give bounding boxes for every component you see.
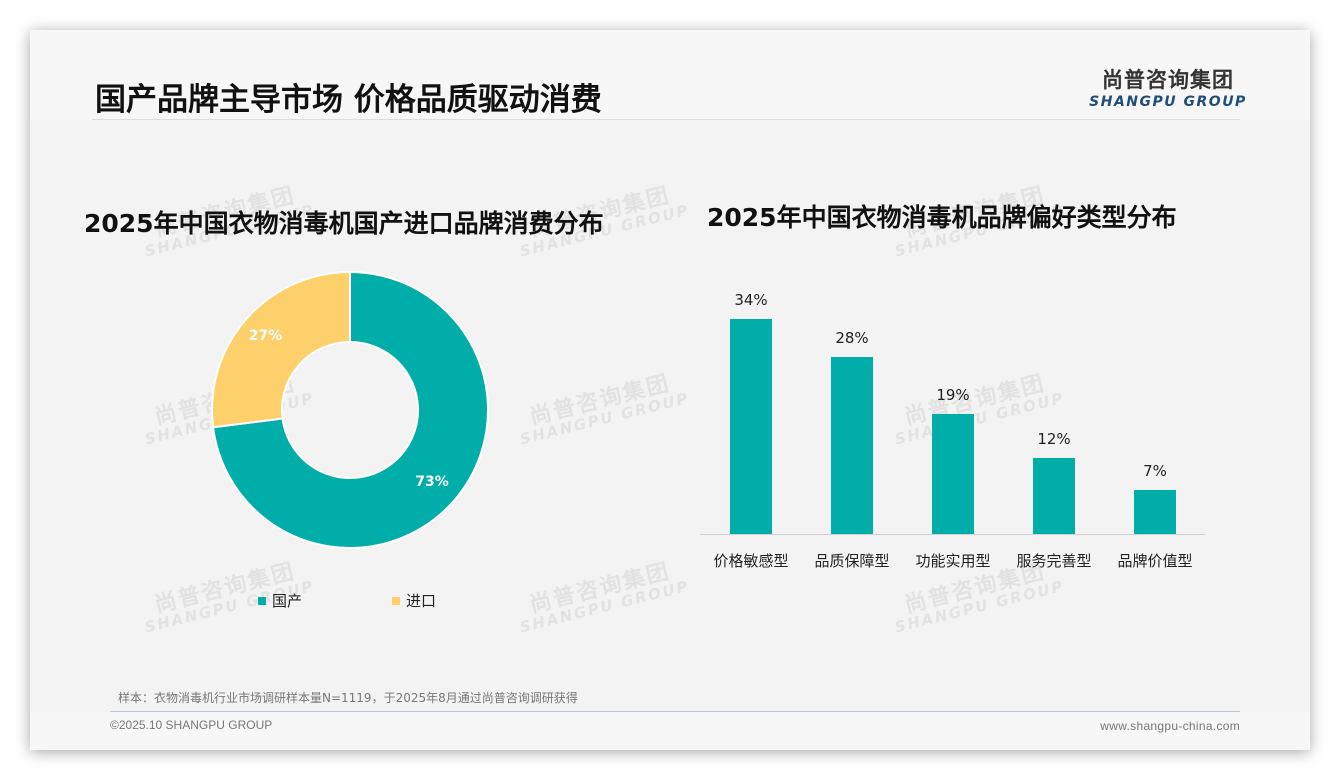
header-divider [92,119,1240,120]
bar-chart-title: 2025年中国衣物消毒机品牌偏好类型分布 [707,203,1177,232]
legend-swatch-yellow [392,596,400,605]
header-band [30,30,1310,120]
legend-label: 国产 [272,592,303,610]
page-title: 国产品牌主导市场 价格品质驱动消费 [95,82,602,118]
donut-chart [211,270,489,549]
bar [831,356,873,534]
bar-category-label: 功能实用型 [915,552,991,570]
slide: 国产品牌主导市场 价格品质驱动消费 尚普咨询集团 SHANGPU GROUP 尚… [30,30,1310,750]
sample-note: 样本：衣物消毒机行业市场调研样本量N=1119，于2025年8月通过尚普咨询调研… [118,691,578,705]
bar-value-label: 28% [835,328,869,347]
logo-en: SHANGPU GROUP [1089,94,1247,110]
legend-item-domestic: 国产 [258,590,302,611]
bar-category-label: 品牌价值型 [1117,552,1193,570]
legend-label: 进口 [406,592,437,610]
website: www.shangpu-china.com [1100,719,1240,733]
bar [730,319,772,534]
footer-divider [110,711,1240,712]
bar-value-label: 19% [936,385,970,404]
donut-label-domestic: 73% [415,474,449,491]
bar [1134,489,1176,534]
bar-category-label: 服务完善型 [1016,552,1092,570]
logo-cn: 尚普咨询集团 [1102,68,1234,92]
bar-value-label: 12% [1037,430,1071,449]
bar-category-label: 品质保障型 [814,552,890,570]
bar [932,413,974,534]
footer-band [30,712,1310,750]
donut-chart-title: 2025年中国衣物消毒机国产进口品牌消费分布 [84,209,604,238]
donut-slice-0 [211,270,489,549]
bar-category-label: 价格敏感型 [713,552,789,570]
legend-item-import: 进口 [392,590,436,611]
donut-slice-1 [211,270,351,429]
legend-swatch-teal [258,596,266,605]
bar-value-label: 34% [734,291,768,309]
bar [1033,458,1075,534]
logo: 尚普咨询集团 SHANGPU GROUP [1088,64,1248,110]
donut-label-import: 27% [248,327,283,344]
bar-value-label: 7% [1143,461,1167,480]
x-axis-line [700,534,1205,535]
copyright: ©2025.10 SHANGPU GROUP [110,718,273,732]
